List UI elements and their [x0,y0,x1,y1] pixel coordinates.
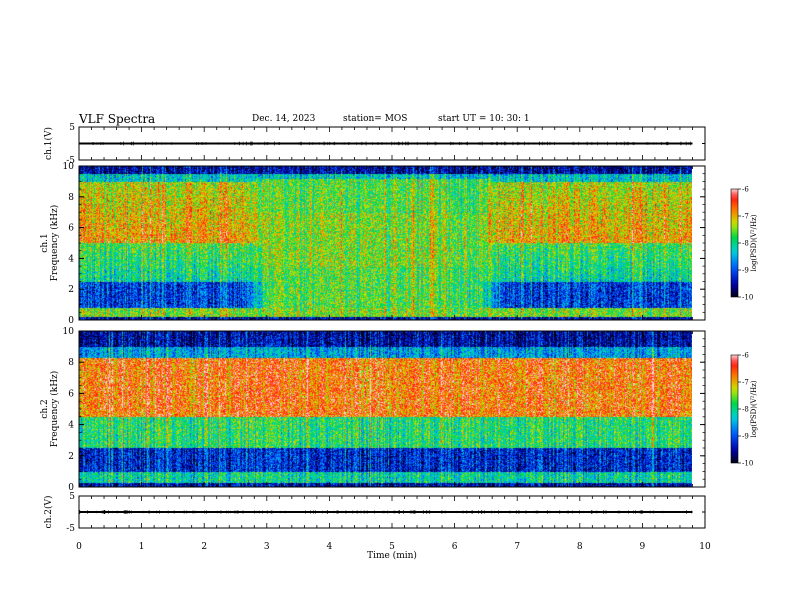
ch1-waveform-trace-noise [79,141,691,146]
ch1-spectrogram-colorbar-label: log(PSD)(V²/Hz) [750,214,758,271]
ch2-spectrogram-colorbar-tick-label: -7 [742,379,749,387]
time-tick-label: 0 [76,542,82,552]
ch2-spectrogram-ylabel-frequency: Frequency (kHz) [49,371,60,448]
ch1-spectrogram-ytick-label: 10 [63,162,75,172]
ch2-spectrogram-colorbar-tick-label: -8 [742,406,749,414]
ch1-spectrogram-colorbar-tick-label: -10 [742,294,753,302]
time-tick-label: 6 [452,542,458,552]
time-tick-label: 4 [327,542,333,552]
ch1-spectrogram-ylabel-frequency: Frequency (kHz) [49,205,60,282]
ch1-spectrogram-colorbar-tick-label: -7 [742,213,749,221]
ch1-spectrogram-colorbar-tick-label: -9 [742,267,749,275]
ch2-spectrogram-ytick-label: 8 [68,358,74,368]
ch2-spectrogram-ylabel-channel: ch.2 [40,399,50,418]
ch2-spectrogram-colorbar [730,354,739,464]
station-label: station= MOS [343,114,408,124]
start-time-label: start UT = 10: 30: 1 [438,114,530,124]
ch2-spectrogram-colorbar-tick-label: -9 [742,433,749,441]
ch2-spectrogram-ytick-label: 4 [68,421,74,431]
time-tick-label: 7 [514,542,520,552]
ch2-waveform-ylabel: ch.2(V) [43,496,54,529]
ch2-waveform-trace-noise [79,510,692,514]
ch2-spectrogram-colorbar-label: log(PSD)(V²/Hz) [750,380,758,437]
ch2-spectrogram-colorbar-tick-label: -10 [742,460,753,468]
time-tick-label: 5 [389,542,395,552]
ch2-spectrogram-ytick-label: 10 [63,327,75,337]
ch1-spectrogram-ylabel-channel: ch.1 [40,233,50,252]
time-tick-label: 3 [264,542,270,552]
ch2-spectrogram-ytick-label: 6 [68,389,74,399]
time-tick-label: 1 [139,542,145,552]
ch2-spectrogram-ytick-label: 2 [68,452,74,462]
ch1-spectrogram-heatmap [79,166,692,320]
ch2-waveform-ytick-label: -5 [66,524,75,534]
ch1-spectrogram-ytick-label: 8 [68,193,74,203]
ch2-waveform-ytick-label: 5 [69,492,75,502]
time-tick-label: 10 [699,542,711,552]
ch1-spectrogram-ytick-label: 0 [68,316,74,326]
ch2-spectrogram-heatmap [79,331,692,487]
ch1-waveform-ytick-label: 5 [69,123,75,133]
ch1-spectrogram-colorbar-tick-label: -6 [742,186,749,194]
ch1-spectrogram-ytick-label: 6 [68,224,74,234]
time-axis-label: Time (min) [367,550,417,561]
ch1-spectrogram-colorbar [730,188,739,298]
ch2-spectrogram-ytick-label: 0 [68,483,74,493]
date-label: Dec. 14, 2023 [252,114,316,124]
ch2-spectrogram-colorbar-tick-label: -6 [742,352,749,360]
time-tick-label: 2 [201,542,207,552]
ch1-spectrogram-ytick-label: 2 [68,285,74,295]
ch1-waveform-ylabel: ch.1(V) [43,127,54,160]
time-tick-label: 9 [640,542,646,552]
figure-title: VLF Spectra [79,112,156,126]
time-tick-label: 8 [577,542,583,552]
ch1-spectrogram-colorbar-tick-label: -8 [742,240,749,248]
ch1-waveform-ytick-label: -5 [66,156,75,166]
ch1-spectrogram-ytick-label: 4 [68,254,74,264]
